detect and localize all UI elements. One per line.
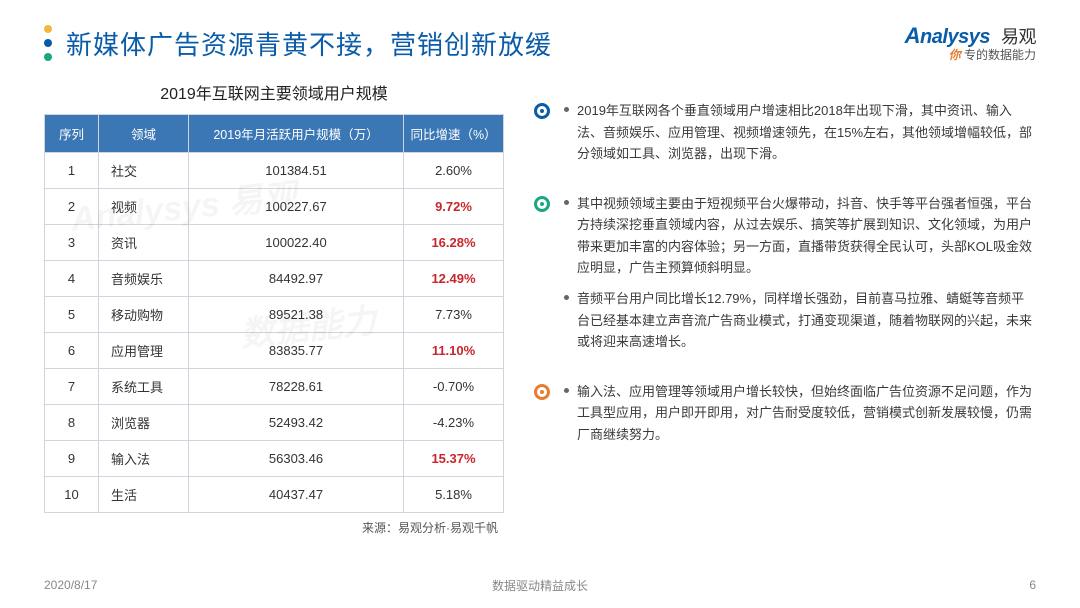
table-row: 7系统工具78228.61-0.70%: [45, 369, 504, 405]
bullet-dot-icon: [564, 200, 569, 205]
table-cell: 浏览器: [99, 405, 189, 441]
table-cell: 12.49%: [404, 261, 504, 297]
table-cell: 输入法: [99, 441, 189, 477]
bullet-list: 2019年互联网各个垂直领域用户增速相比2018年出现下滑，其中资讯、输入法、音…: [534, 100, 1036, 445]
footer-page: 6: [1029, 578, 1036, 592]
table-cell: 52493.42: [189, 405, 404, 441]
table-cell: 视频: [99, 189, 189, 225]
bullet-item: 其中视频领域主要由于短视频平台火爆带动，抖音、快手等平台强者恒强，平台方持续深挖…: [564, 193, 1036, 279]
table-body: 1社交101384.512.60%2视频100227.679.72%3资讯100…: [45, 153, 504, 513]
table-cell: 1: [45, 153, 99, 189]
table-col-header: 2019年月活跃用户规模（万）: [189, 115, 404, 153]
table-cell: 7: [45, 369, 99, 405]
bullet-text: 2019年互联网各个垂直领域用户增速相比2018年出现下滑，其中资讯、输入法、音…: [577, 100, 1036, 164]
bullet-dot-icon: [564, 295, 569, 300]
bullet-group: 其中视频领域主要由于短视频平台火爆带动，抖音、快手等平台强者恒强，平台方持续深挖…: [534, 193, 1036, 353]
table-cell: 15.37%: [404, 441, 504, 477]
table-cell: -4.23%: [404, 405, 504, 441]
table-cell: 56303.46: [189, 441, 404, 477]
header: 新媒体广告资源青黄不接，营销创新放缓 Analysys 易观 你 专的数据能力: [44, 24, 1036, 62]
table-cell: 应用管理: [99, 333, 189, 369]
bullet-item: 输入法、应用管理等领域用户增长较快，但始终面临广告位资源不足问题，作为工具型应用…: [564, 381, 1036, 445]
table-cell: 5.18%: [404, 477, 504, 513]
table-cell: 101384.51: [189, 153, 404, 189]
footer-center: 数据驱动精益成长: [492, 577, 588, 594]
table-cell: 84492.97: [189, 261, 404, 297]
bullet-dot-icon: [564, 107, 569, 112]
table-row: 9输入法56303.4615.37%: [45, 441, 504, 477]
title-dots: [44, 25, 52, 61]
table-source: 来源：易观分析·易观千帆: [44, 519, 504, 536]
table-cell: 系统工具: [99, 369, 189, 405]
table-cell: 9: [45, 441, 99, 477]
table-row: 6应用管理83835.7711.10%: [45, 333, 504, 369]
bullet-sublist: 输入法、应用管理等领域用户增长较快，但始终面临广告位资源不足问题，作为工具型应用…: [564, 381, 1036, 445]
bullet-sublist: 其中视频领域主要由于短视频平台火爆带动，抖音、快手等平台强者恒强，平台方持续深挖…: [564, 193, 1036, 353]
page-title: 新媒体广告资源青黄不接，营销创新放缓: [66, 25, 552, 62]
table-row: 5移动购物89521.387.73%: [45, 297, 504, 333]
table-cell: 3: [45, 225, 99, 261]
bullet-sublist: 2019年互联网各个垂直领域用户增速相比2018年出现下滑，其中资讯、输入法、音…: [564, 100, 1036, 164]
slide-root: Analysys 易观 数据能力 新媒体广告资源青黄不接，营销创新放缓 Anal…: [0, 0, 1080, 608]
body: 2019年互联网主要领域用户规模 序列领域2019年月活跃用户规模（万）同比增速…: [44, 80, 1036, 536]
table-cell: 5: [45, 297, 99, 333]
table-cell: 11.10%: [404, 333, 504, 369]
bullet-dot-icon: [564, 388, 569, 393]
logo-sub: 你 专的数据能力: [905, 49, 1036, 62]
table-col-header: 序列: [45, 115, 99, 153]
table-row: 2视频100227.679.72%: [45, 189, 504, 225]
table-cell: 9.72%: [404, 189, 504, 225]
bullet-ring-icon: [534, 384, 550, 400]
bullet-ring-icon: [534, 196, 550, 212]
table-row: 10生活40437.475.18%: [45, 477, 504, 513]
table-col-header: 同比增速（%）: [404, 115, 504, 153]
table-cell: 资讯: [99, 225, 189, 261]
table-cell: 78228.61: [189, 369, 404, 405]
bullet-ring-icon: [534, 103, 550, 119]
table-cell: 89521.38: [189, 297, 404, 333]
table-cell: 40437.47: [189, 477, 404, 513]
table-cell: 生活: [99, 477, 189, 513]
footer-date: 2020/8/17: [44, 578, 97, 592]
logo-main: Analysys 易观: [905, 24, 1036, 48]
bullet-text: 音频平台用户同比增长12.79%，同样增长强劲，目前喜马拉雅、蜻蜓等音频平台已经…: [577, 288, 1036, 352]
bullet-group: 2019年互联网各个垂直领域用户增速相比2018年出现下滑，其中资讯、输入法、音…: [534, 100, 1036, 164]
table-cell: 83835.77: [189, 333, 404, 369]
footer: 2020/8/17 数据驱动精益成长 6: [44, 578, 1036, 592]
data-table: 序列领域2019年月活跃用户规模（万）同比增速（%） 1社交101384.512…: [44, 114, 504, 513]
table-cell: 4: [45, 261, 99, 297]
right-panel: 2019年互联网各个垂直领域用户增速相比2018年出现下滑，其中资讯、输入法、音…: [534, 80, 1036, 536]
table-cell: 16.28%: [404, 225, 504, 261]
table-cell: 8: [45, 405, 99, 441]
bullet-group: 输入法、应用管理等领域用户增长较快，但始终面临广告位资源不足问题，作为工具型应用…: [534, 381, 1036, 445]
bullet-item: 2019年互联网各个垂直领域用户增速相比2018年出现下滑，其中资讯、输入法、音…: [564, 100, 1036, 164]
table-row: 1社交101384.512.60%: [45, 153, 504, 189]
logo: Analysys 易观 你 专的数据能力: [905, 24, 1036, 62]
table-cell: 音频娱乐: [99, 261, 189, 297]
table-cell: 2.60%: [404, 153, 504, 189]
table-title: 2019年互联网主要领域用户规模: [44, 80, 504, 104]
table-col-header: 领域: [99, 115, 189, 153]
table-header-row: 序列领域2019年月活跃用户规模（万）同比增速（%）: [45, 115, 504, 153]
left-panel: 2019年互联网主要领域用户规模 序列领域2019年月活跃用户规模（万）同比增速…: [44, 80, 504, 536]
table-cell: 移动购物: [99, 297, 189, 333]
table-cell: 6: [45, 333, 99, 369]
bullet-item: 音频平台用户同比增长12.79%，同样增长强劲，目前喜马拉雅、蜻蜓等音频平台已经…: [564, 288, 1036, 352]
bullet-text: 输入法、应用管理等领域用户增长较快，但始终面临广告位资源不足问题，作为工具型应用…: [577, 381, 1036, 445]
table-cell: 社交: [99, 153, 189, 189]
table-cell: 100227.67: [189, 189, 404, 225]
table-cell: 10: [45, 477, 99, 513]
table-cell: 2: [45, 189, 99, 225]
table-cell: 100022.40: [189, 225, 404, 261]
table-cell: 7.73%: [404, 297, 504, 333]
table-cell: -0.70%: [404, 369, 504, 405]
table-row: 3资讯100022.4016.28%: [45, 225, 504, 261]
bullet-text: 其中视频领域主要由于短视频平台火爆带动，抖音、快手等平台强者恒强，平台方持续深挖…: [577, 193, 1036, 279]
table-row: 4音频娱乐84492.9712.49%: [45, 261, 504, 297]
table-row: 8浏览器52493.42-4.23%: [45, 405, 504, 441]
title-wrap: 新媒体广告资源青黄不接，营销创新放缓: [44, 25, 552, 62]
